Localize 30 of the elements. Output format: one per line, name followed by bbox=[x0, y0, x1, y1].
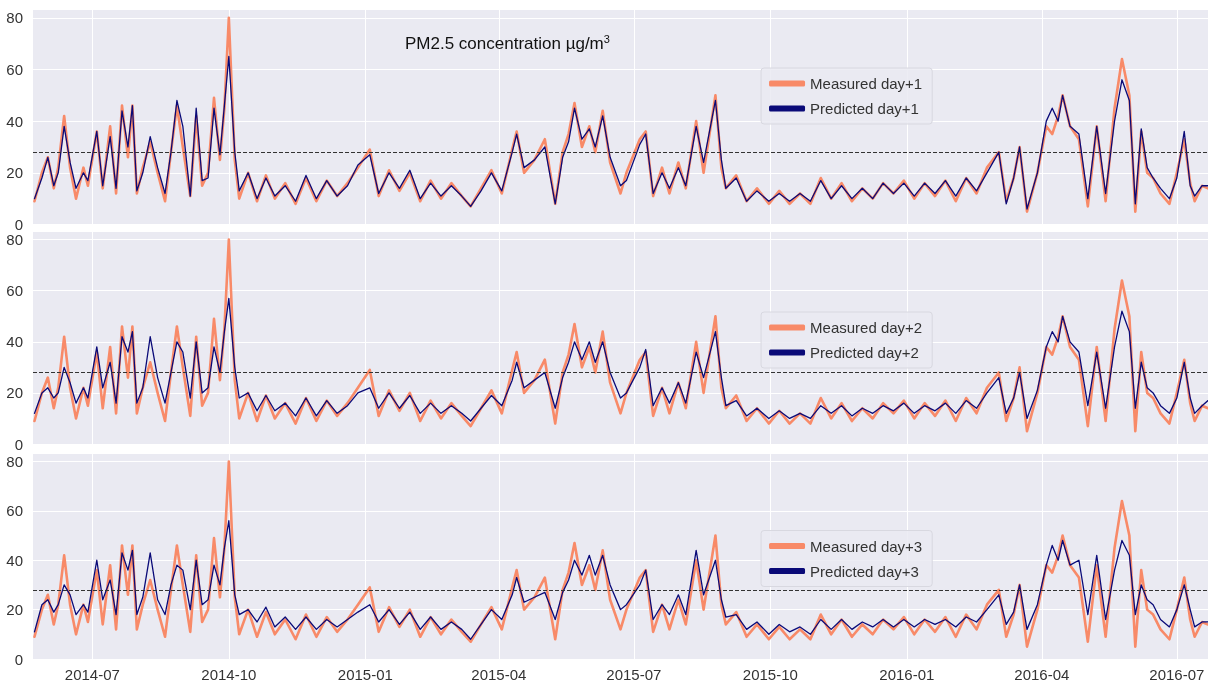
y-tick-label: 40 bbox=[6, 333, 23, 351]
x-tick-label: 2015-01 bbox=[337, 666, 393, 683]
legend-label: Measured day+3 bbox=[810, 537, 923, 555]
y-tick-label: 0 bbox=[14, 216, 23, 233]
legend-label: Measured day+1 bbox=[810, 75, 923, 92]
y-tick-label: 40 bbox=[6, 112, 23, 130]
y-tick-label: 20 bbox=[6, 601, 23, 619]
x-tick-label: 2015-10 bbox=[742, 666, 798, 683]
legend-label: Predicted day+2 bbox=[810, 344, 919, 361]
legend-label: Predicted day+3 bbox=[810, 562, 919, 580]
y-tick-label: 80 bbox=[6, 453, 23, 470]
y-tick-label: 20 bbox=[6, 164, 23, 182]
y-tick-label: 80 bbox=[6, 231, 23, 249]
y-tick-label: 0 bbox=[14, 650, 23, 668]
x-tick-label: 2014-07 bbox=[64, 666, 120, 683]
y-tick-label: 40 bbox=[6, 551, 23, 569]
x-tick-label: 2015-04 bbox=[471, 666, 527, 683]
y-tick-label: 20 bbox=[6, 384, 23, 402]
x-tick-label: 2016-01 bbox=[879, 666, 935, 683]
y-tick-label: 60 bbox=[6, 282, 23, 300]
y-tick-label: 60 bbox=[6, 502, 23, 520]
x-tick-label: 2014-10 bbox=[201, 666, 257, 683]
y-tick-label: 60 bbox=[6, 60, 23, 78]
x-tick-label: 2016-04 bbox=[1014, 666, 1070, 683]
legend-label: Predicted day+1 bbox=[810, 100, 919, 117]
x-tick-label: 2016-07 bbox=[1149, 666, 1205, 683]
y-tick-label: 80 bbox=[6, 9, 23, 27]
legend-label: Measured day+2 bbox=[810, 319, 923, 336]
x-tick-label: 2015-07 bbox=[606, 666, 662, 683]
y-tick-label: 0 bbox=[14, 435, 23, 453]
